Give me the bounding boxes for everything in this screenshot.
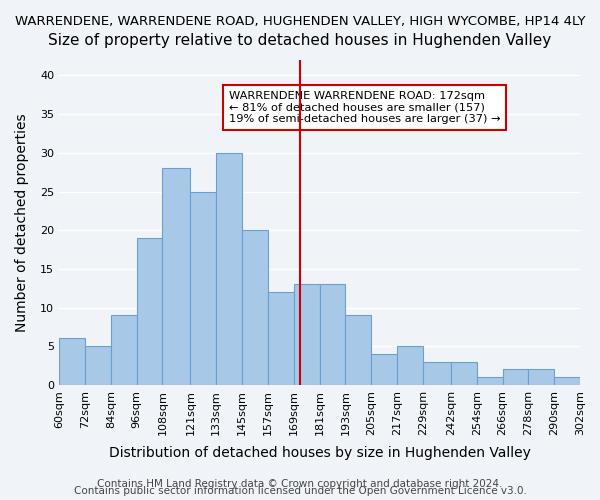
- Bar: [423, 362, 451, 385]
- Y-axis label: Number of detached properties: Number of detached properties: [15, 113, 29, 332]
- Bar: [111, 316, 137, 385]
- Bar: [294, 284, 320, 385]
- Bar: [371, 354, 397, 385]
- Bar: [242, 230, 268, 385]
- Bar: [503, 370, 529, 385]
- Bar: [397, 346, 423, 385]
- Bar: [216, 153, 242, 385]
- Text: Size of property relative to detached houses in Hughenden Valley: Size of property relative to detached ho…: [49, 32, 551, 48]
- Bar: [346, 316, 371, 385]
- Bar: [268, 292, 294, 385]
- Bar: [85, 346, 111, 385]
- Bar: [476, 377, 503, 385]
- Bar: [59, 338, 85, 385]
- Text: Contains public sector information licensed under the Open Government Licence v3: Contains public sector information licen…: [74, 486, 526, 496]
- Bar: [451, 362, 476, 385]
- Text: WARRENDENE, WARRENDENE ROAD, HUGHENDEN VALLEY, HIGH WYCOMBE, HP14 4LY: WARRENDENE, WARRENDENE ROAD, HUGHENDEN V…: [15, 15, 585, 28]
- Text: Contains HM Land Registry data © Crown copyright and database right 2024.: Contains HM Land Registry data © Crown c…: [97, 479, 503, 489]
- Bar: [554, 377, 580, 385]
- Bar: [320, 284, 346, 385]
- Bar: [163, 168, 190, 385]
- Text: WARRENDENE WARRENDENE ROAD: 172sqm
← 81% of detached houses are smaller (157)
19: WARRENDENE WARRENDENE ROAD: 172sqm ← 81%…: [229, 91, 500, 124]
- X-axis label: Distribution of detached houses by size in Hughenden Valley: Distribution of detached houses by size …: [109, 446, 530, 460]
- Bar: [137, 238, 163, 385]
- Bar: [190, 192, 216, 385]
- Bar: [529, 370, 554, 385]
